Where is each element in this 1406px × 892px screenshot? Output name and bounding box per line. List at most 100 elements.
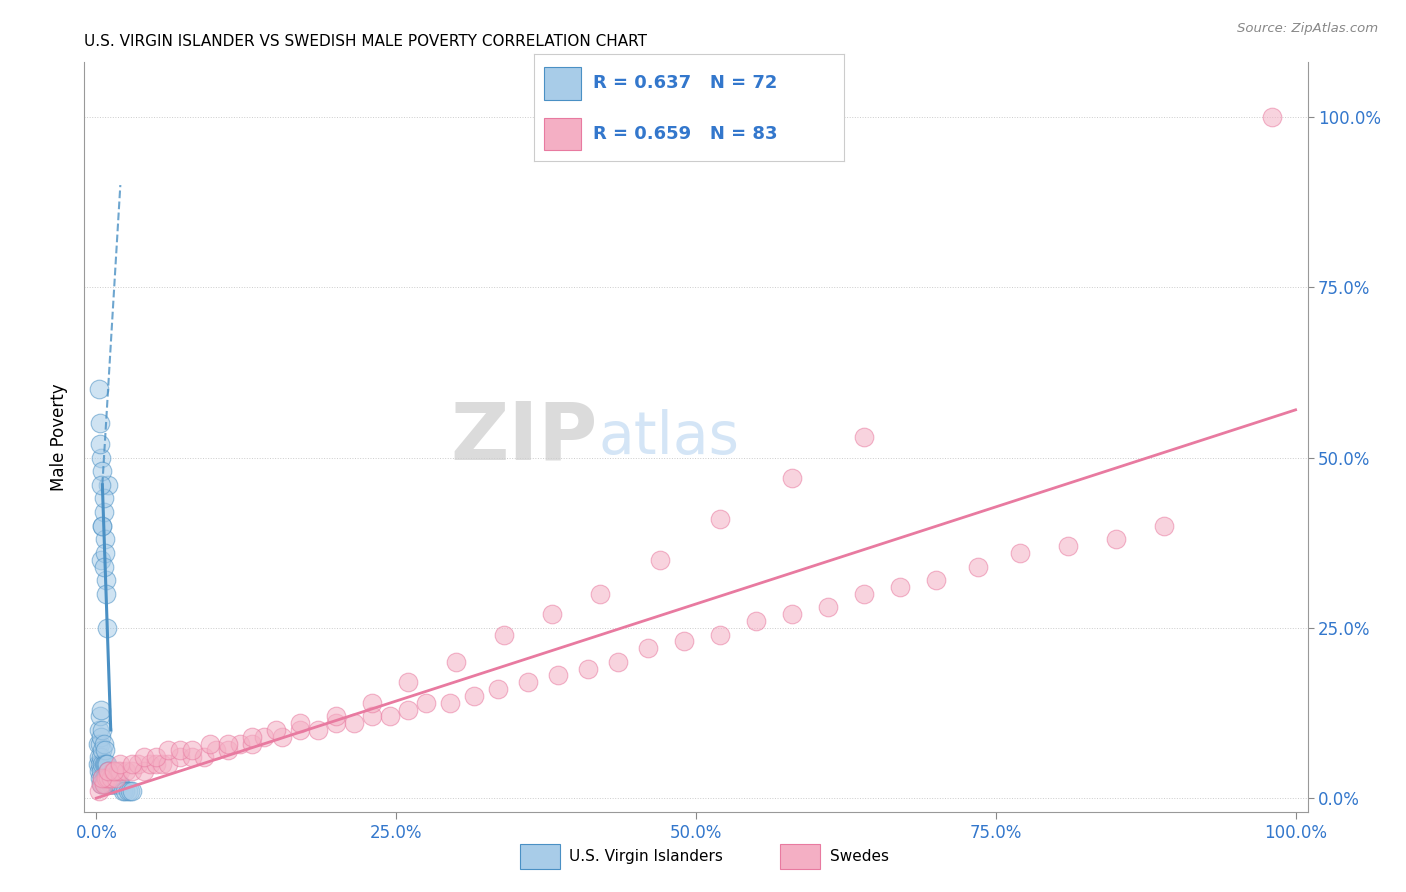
Point <box>121 784 143 798</box>
Point <box>91 723 114 737</box>
Point <box>93 777 117 791</box>
Point <box>93 491 115 506</box>
Point <box>517 675 540 690</box>
Point <box>547 668 569 682</box>
Point <box>110 757 132 772</box>
Point <box>91 771 114 785</box>
Point <box>1105 533 1128 547</box>
Point <box>91 771 114 785</box>
Point <box>271 730 294 744</box>
Point <box>145 750 167 764</box>
Point <box>89 437 111 451</box>
Point <box>94 573 117 587</box>
Point <box>97 764 120 778</box>
Point <box>852 430 875 444</box>
Point <box>108 777 131 791</box>
Point <box>93 743 117 757</box>
Point <box>380 709 402 723</box>
Point <box>115 764 138 778</box>
Point <box>97 771 120 785</box>
Point <box>96 621 118 635</box>
Point <box>91 777 114 791</box>
Point <box>439 696 461 710</box>
Text: ZIP: ZIP <box>451 398 598 476</box>
Point <box>672 634 695 648</box>
Point <box>145 757 167 772</box>
Point <box>93 757 115 772</box>
Point <box>101 777 124 791</box>
Point <box>217 743 239 757</box>
Text: Source: ZipAtlas.com: Source: ZipAtlas.com <box>1237 22 1378 36</box>
Point <box>104 777 127 791</box>
Point <box>91 743 114 757</box>
Point <box>889 580 911 594</box>
Point <box>157 757 180 772</box>
Text: U.S. Virgin Islanders: U.S. Virgin Islanders <box>569 849 723 863</box>
Point <box>87 383 110 397</box>
Point <box>87 750 110 764</box>
FancyBboxPatch shape <box>544 118 581 150</box>
Point <box>104 771 127 785</box>
Point <box>1153 518 1175 533</box>
Point <box>139 757 162 772</box>
Point <box>93 737 115 751</box>
Point <box>96 757 118 772</box>
Point <box>253 730 276 744</box>
Point <box>94 757 117 772</box>
Point <box>94 777 117 791</box>
Point <box>87 784 110 798</box>
Point <box>87 764 110 778</box>
Point <box>90 750 112 764</box>
Point <box>134 750 156 764</box>
Point <box>229 737 252 751</box>
Point <box>463 689 485 703</box>
Point <box>100 771 122 785</box>
Point <box>494 627 516 641</box>
Point <box>240 730 263 744</box>
Point <box>97 764 120 778</box>
Point <box>86 757 108 772</box>
Point <box>111 784 134 798</box>
Point <box>361 696 384 710</box>
Text: R = 0.659   N = 83: R = 0.659 N = 83 <box>593 125 778 143</box>
Point <box>240 737 263 751</box>
Point <box>93 546 117 560</box>
Point <box>93 533 117 547</box>
Point <box>361 709 384 723</box>
Point <box>114 784 136 798</box>
Point <box>90 777 112 791</box>
Point <box>541 607 564 622</box>
Point <box>94 771 117 785</box>
Point <box>86 737 108 751</box>
Point <box>110 764 132 778</box>
Point <box>325 716 347 731</box>
Point <box>925 573 948 587</box>
Point <box>100 771 122 785</box>
Point <box>93 559 115 574</box>
Point <box>343 716 366 731</box>
Point <box>127 757 149 772</box>
Point <box>134 764 156 778</box>
Point <box>193 750 215 764</box>
Point <box>852 587 875 601</box>
Point <box>89 771 111 785</box>
Point <box>486 682 509 697</box>
Point <box>1008 546 1031 560</box>
Point <box>205 743 228 757</box>
Point <box>264 723 287 737</box>
Point <box>118 784 141 798</box>
Point <box>97 477 120 491</box>
Point <box>1260 110 1282 124</box>
Point <box>1056 539 1078 553</box>
Point <box>607 655 630 669</box>
Point <box>93 771 117 785</box>
Point <box>709 512 731 526</box>
Point <box>93 777 115 791</box>
Point <box>325 709 347 723</box>
Point <box>290 723 312 737</box>
Point <box>87 723 110 737</box>
Point <box>97 777 120 791</box>
Point <box>89 417 111 431</box>
Point <box>90 450 112 465</box>
Point <box>90 764 112 778</box>
